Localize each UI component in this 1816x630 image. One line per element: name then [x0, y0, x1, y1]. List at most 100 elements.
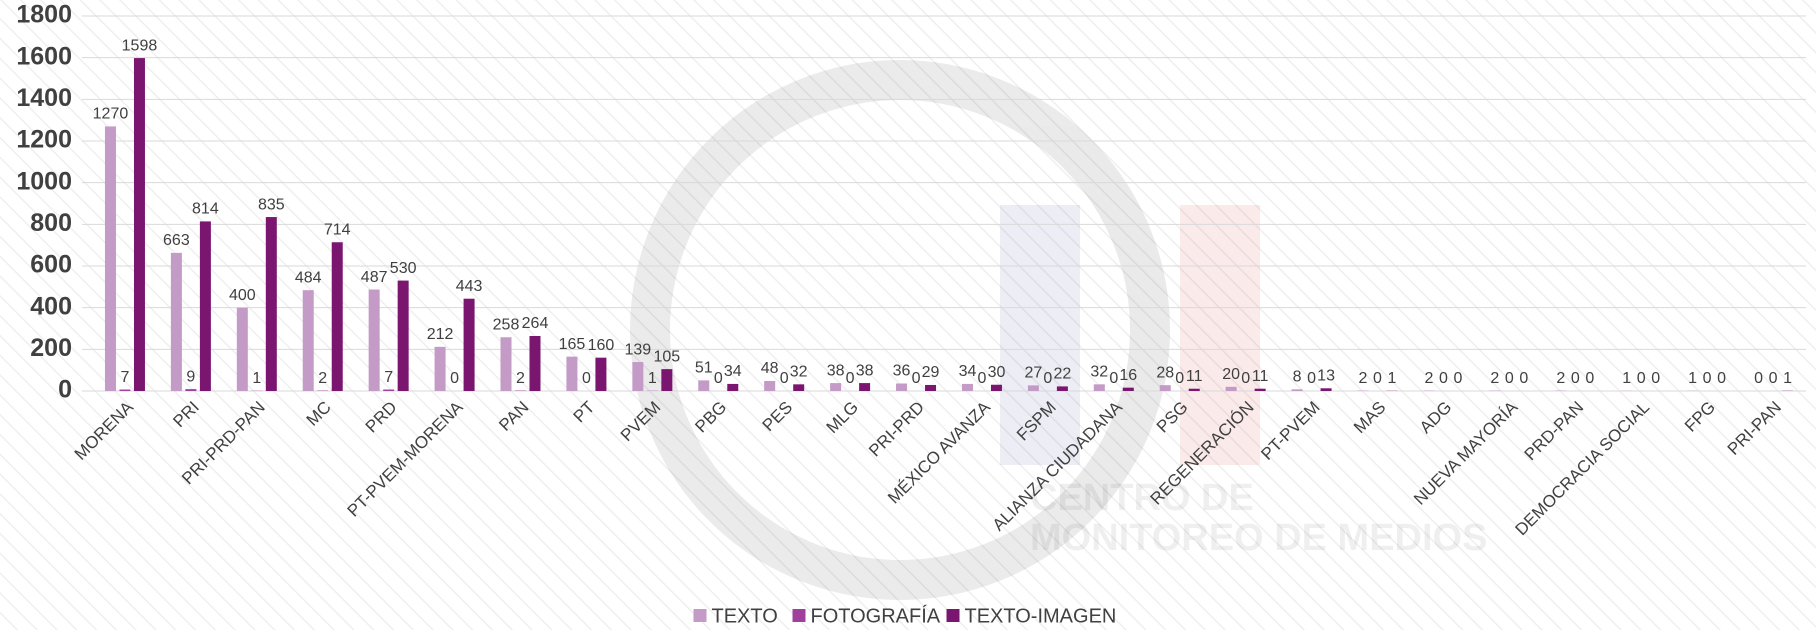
bar — [368, 289, 380, 391]
data-label: 32 — [790, 364, 808, 381]
data-label: 139 — [624, 341, 651, 358]
data-label: 27 — [1024, 365, 1042, 382]
bar — [463, 298, 475, 391]
bar — [1027, 385, 1039, 391]
legend-label: TEXTO-IMAGEN — [965, 605, 1117, 627]
bar — [830, 383, 842, 391]
data-label: 0 — [912, 370, 921, 387]
data-label: 34 — [724, 363, 742, 380]
legend-label: TEXTO — [712, 605, 778, 627]
bar — [925, 384, 937, 391]
data-label: 51 — [695, 360, 713, 377]
bar — [397, 280, 409, 391]
bar — [1122, 387, 1134, 391]
data-label: 7 — [384, 369, 393, 386]
data-label: 8 — [1293, 369, 1302, 386]
data-label: 2 — [516, 370, 525, 387]
bar — [265, 217, 277, 391]
bar — [383, 389, 395, 391]
data-label: 0 — [1651, 370, 1660, 387]
data-label: 0 — [1505, 370, 1514, 387]
data-label: 0 — [846, 370, 855, 387]
bar — [1291, 389, 1303, 391]
data-label: 0 — [1439, 370, 1448, 387]
bar — [661, 369, 673, 391]
bar — [529, 336, 541, 391]
data-label: 20 — [1222, 366, 1240, 383]
data-label: 38 — [827, 362, 845, 379]
bar — [1056, 386, 1068, 391]
data-label: 0 — [1637, 370, 1646, 387]
data-label: 0 — [450, 370, 459, 387]
data-label: 1 — [1688, 370, 1697, 387]
y-tick-label: 1200 — [16, 126, 72, 154]
data-label: 1270 — [93, 106, 129, 123]
bar — [331, 242, 343, 391]
data-label: 13 — [1317, 368, 1335, 385]
data-label: 0 — [1175, 370, 1184, 387]
data-label: 11 — [1252, 368, 1269, 385]
y-tick-label: 1000 — [16, 167, 72, 195]
data-label: 2 — [1424, 370, 1433, 387]
bar — [698, 380, 710, 391]
y-tick-label: 400 — [30, 292, 72, 320]
data-label: 38 — [856, 362, 874, 379]
y-tick-label: 1400 — [16, 84, 72, 112]
data-label: 0 — [1754, 370, 1763, 387]
data-label: 0 — [1717, 370, 1726, 387]
data-label: 11 — [1186, 368, 1203, 385]
bar — [1225, 386, 1237, 391]
bar — [236, 307, 248, 391]
y-tick-label: 1600 — [16, 42, 72, 70]
data-label: 165 — [559, 336, 586, 353]
bar — [170, 252, 182, 391]
data-label: 48 — [761, 360, 779, 377]
data-label: 1 — [648, 370, 657, 387]
watermark-text: CENTRO DE — [1030, 477, 1254, 519]
data-label: 1 — [252, 370, 261, 387]
bar — [632, 362, 644, 391]
data-label: 32 — [1090, 364, 1108, 381]
data-label: 2 — [318, 370, 327, 387]
bar — [793, 384, 805, 391]
data-label: 9 — [186, 368, 195, 385]
bar — [500, 337, 512, 391]
bar — [1254, 388, 1266, 391]
data-label: 30 — [988, 364, 1006, 381]
bar — [1093, 384, 1105, 391]
data-label: 2 — [1556, 370, 1565, 387]
bar — [566, 356, 578, 391]
bar — [1188, 388, 1200, 391]
legend-label: FOTOGRAFÍA — [811, 604, 941, 627]
y-tick-label: 1800 — [16, 1, 72, 29]
data-label: 1 — [1622, 370, 1631, 387]
bar — [434, 346, 446, 391]
data-label: 443 — [456, 278, 483, 295]
data-label: 0 — [1307, 370, 1316, 387]
bar — [1320, 388, 1332, 391]
data-label: 1 — [1783, 370, 1792, 387]
data-label: 29 — [922, 364, 940, 381]
data-label: 0 — [1703, 370, 1712, 387]
data-label: 34 — [959, 363, 977, 380]
data-label: 814 — [192, 201, 219, 218]
legend-swatch — [792, 609, 806, 622]
data-label: 0 — [582, 370, 591, 387]
data-label: 1598 — [122, 37, 158, 54]
data-label: 0 — [1373, 370, 1382, 387]
data-label: 0 — [1769, 370, 1778, 387]
bar — [595, 357, 607, 391]
legend-swatch — [946, 609, 960, 622]
data-label: 530 — [390, 260, 417, 277]
data-label: 0 — [1519, 370, 1528, 387]
data-label: 258 — [493, 316, 520, 333]
data-label: 0 — [1109, 370, 1118, 387]
data-label: 0 — [1571, 370, 1580, 387]
bar — [302, 290, 314, 391]
data-label: 7 — [121, 369, 130, 386]
data-label: 714 — [324, 221, 351, 238]
bar — [104, 126, 116, 392]
data-label: 400 — [229, 287, 256, 304]
bar — [990, 384, 1002, 391]
bar — [185, 389, 197, 391]
